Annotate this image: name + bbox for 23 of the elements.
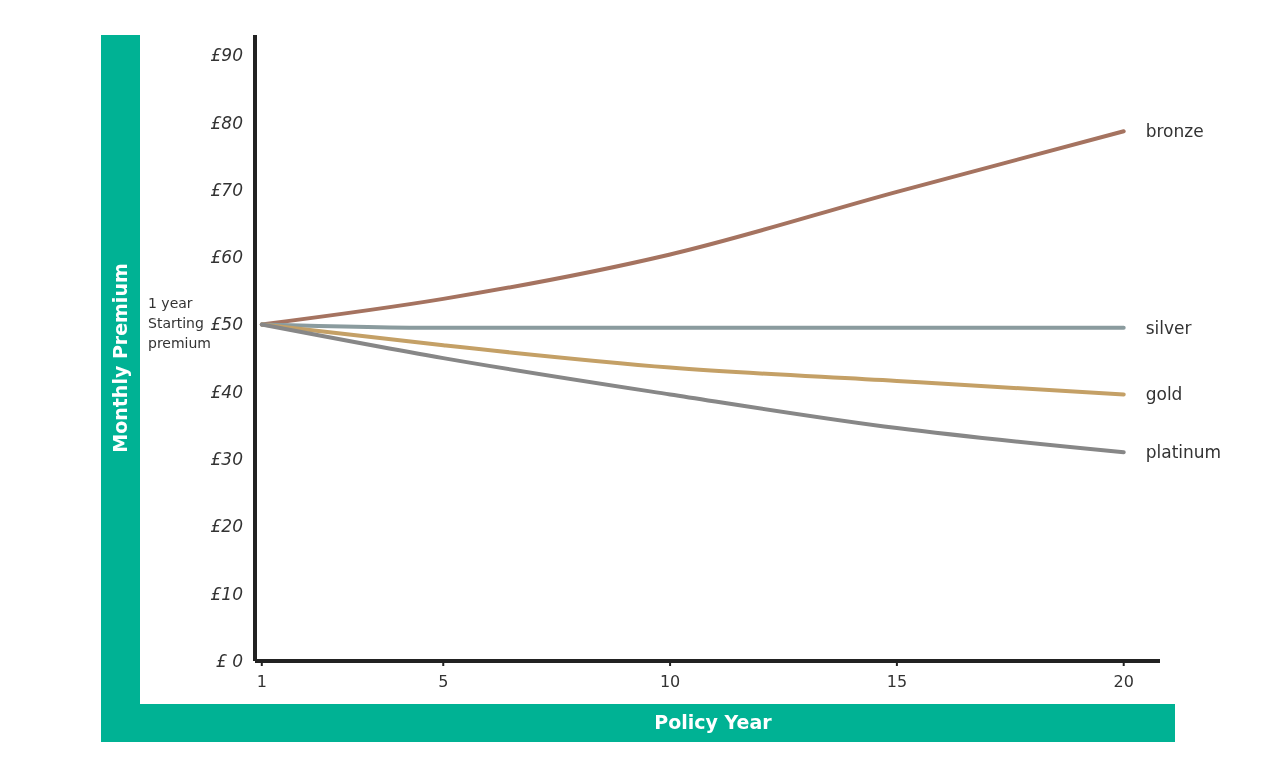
text: 1 year Starting premium [148, 295, 211, 351]
x-axis-title: Policy Year [654, 711, 773, 733]
line-series [259, 322, 1126, 455]
y-tick-label: £20 [210, 516, 243, 537]
y-tick-label: £90 [210, 45, 243, 66]
y-tick-label: £70 [210, 179, 243, 200]
y-tick-label: £10 [210, 583, 243, 604]
series-label: gold [1145, 384, 1183, 405]
series-label: bronze [1145, 121, 1204, 142]
x-tick-label: 5 [438, 672, 449, 691]
x-tick-label: 1 [256, 672, 267, 691]
y-tick-label: £40 [210, 381, 243, 402]
y-tick-label: £30 [210, 449, 243, 470]
series-label: platinum [1145, 442, 1222, 463]
y-tick-label: £80 [210, 112, 243, 133]
series-label: silver [1145, 317, 1192, 338]
y-axis-title: Monthly Premium [109, 263, 131, 453]
y-tick-label: £60 [210, 247, 243, 268]
x-tick-label: 15 [886, 672, 908, 691]
x-tick-label: 10 [659, 672, 681, 691]
y-tick-label: £50 [210, 314, 243, 335]
y-tick-label: £ 0 [215, 651, 243, 671]
x-tick-label: 20 [1113, 672, 1134, 691]
